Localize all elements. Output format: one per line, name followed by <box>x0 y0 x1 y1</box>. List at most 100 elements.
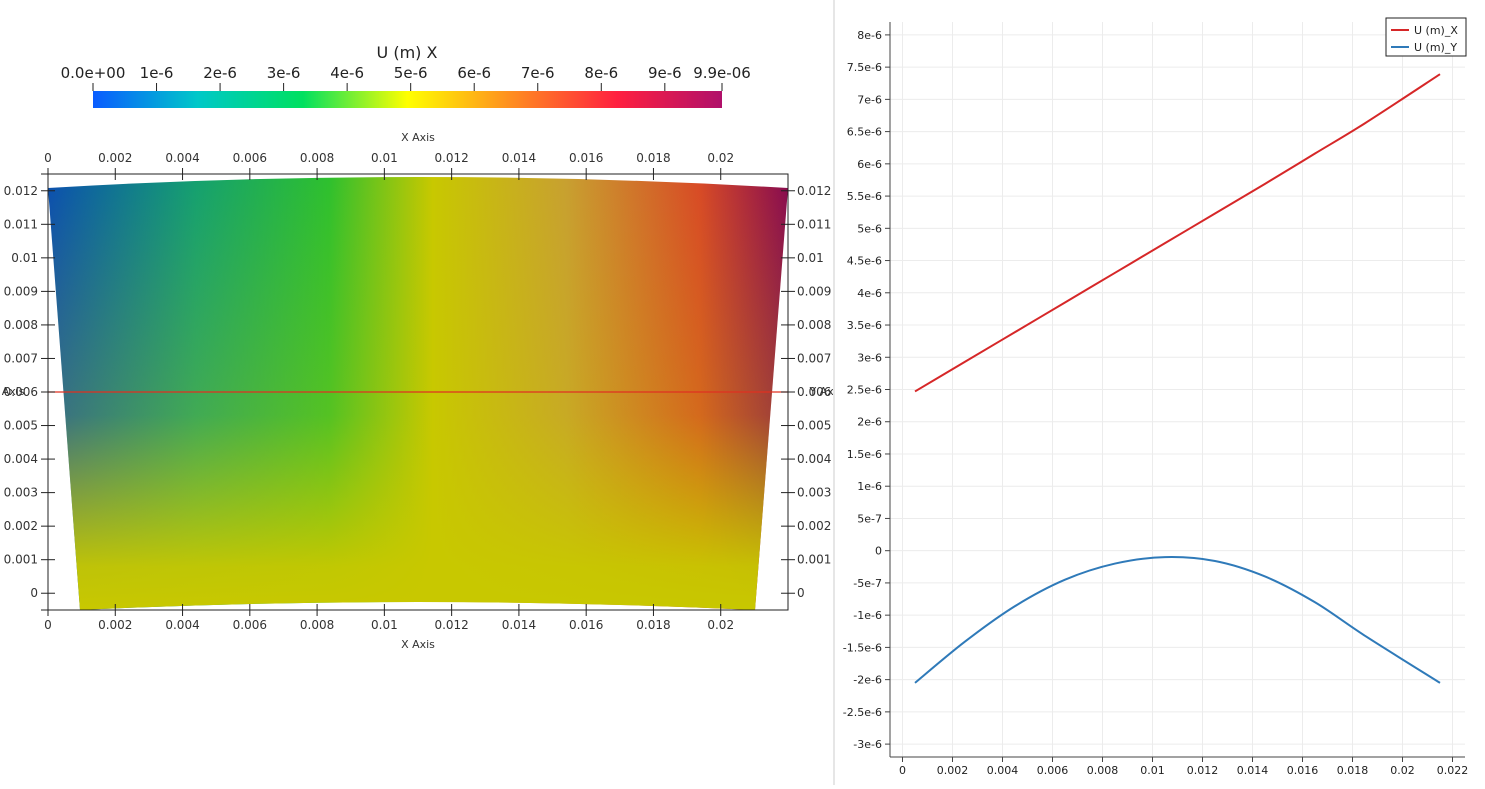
y-tick-label: 6e-6 <box>857 158 882 171</box>
x-tick-label-top: 0.006 <box>233 151 267 165</box>
colorbar-title: U (m) X <box>377 43 438 62</box>
x-tick-label: 0.022 <box>1437 764 1469 777</box>
y-tick-label: 5e-6 <box>857 222 882 235</box>
y-tick-label-right: 0.011 <box>797 217 831 231</box>
x-tick-label-top: 0.004 <box>165 151 199 165</box>
x-tick-label: 0.004 <box>987 764 1019 777</box>
y-tick-label: 5e-7 <box>857 512 882 525</box>
render-view-pane[interactable]: U (m) X 0.0e+00 1e-6 2e-6 3e-6 4e-6 5e-6 6e-6 7… <box>0 0 843 785</box>
colorbar-tick-label: 1e-6 <box>140 64 174 82</box>
colorbar-tick-label: 0.0e+00 <box>61 64 126 82</box>
y-tick-label: 5.5e-6 <box>847 190 882 203</box>
colorbar-tick-labels: 0.0e+00 1e-6 2e-6 3e-6 4e-6 5e-6 6e-6 7e-6 8e-6 9… <box>61 64 751 91</box>
x-axis-title-top: X Axis <box>401 131 435 144</box>
y-tick-label-right: 0.005 <box>797 419 831 433</box>
x-tick-label-bottom: 0.018 <box>636 618 670 632</box>
view-splitter[interactable] <box>833 0 835 785</box>
y-tick-label: -2e-6 <box>853 674 882 687</box>
render-view-canvas[interactable]: U (m) X 0.0e+00 1e-6 2e-6 3e-6 4e-6 5e-6 6e-6 7… <box>0 0 843 785</box>
y-tick-label-left: 0.011 <box>4 217 38 231</box>
y-tick-label-left: 0.001 <box>4 553 38 567</box>
x-tick-label: 0.002 <box>937 764 969 777</box>
x-tick-label-bottom: 0.01 <box>371 618 398 632</box>
x-tick-label-bottom: 0.006 <box>233 618 267 632</box>
y-tick-label-right: 0 <box>797 586 805 600</box>
y-axis-title-left: Y Axis <box>0 385 25 398</box>
y-tick-label-right: 0.001 <box>797 553 831 567</box>
x-tick-label-top: 0.012 <box>434 151 468 165</box>
y-tick-label: 2.5e-6 <box>847 384 882 397</box>
y-tick-label-left: 0.009 <box>4 284 38 298</box>
y-tick-label: 2e-6 <box>857 416 882 429</box>
series-line-0 <box>914 73 1441 393</box>
x-tick-label-top: 0.02 <box>707 151 734 165</box>
y-tick-label: 7.5e-6 <box>847 61 882 74</box>
chart-grid <box>890 22 1465 757</box>
x-tick-label: 0.008 <box>1087 764 1119 777</box>
x-axis-title-bottom: X Axis <box>401 638 435 651</box>
y-tick-label-left: 0.004 <box>4 452 38 466</box>
x-tick-label-bottom: 0.002 <box>98 618 132 632</box>
x-tick-label: 0.006 <box>1037 764 1069 777</box>
y-tick-label: 3e-6 <box>857 351 882 364</box>
y-tick-labels-left: 0 0.001 0.002 0.003 0.004 0.005 0.006 0.007 0.00… <box>4 184 38 600</box>
colorbar-tick-label: 6e-6 <box>457 64 491 82</box>
colorbar-tick-label: 2e-6 <box>203 64 237 82</box>
y-tick-label: 0 <box>875 545 882 558</box>
y-tick-label-left: 0.002 <box>4 519 38 533</box>
legend-label-x: U (m)_X <box>1414 24 1458 37</box>
series-line-1 <box>914 556 1441 684</box>
legend-box <box>1385 17 1467 57</box>
chart-y-tick-labels: -3e-6 -2.5e-6 -2e-6 -1.5e-6 -1e-6 -5e-7 0 5e-7 1… <box>843 29 882 751</box>
x-tick-label-bottom: 0.004 <box>165 618 199 632</box>
x-tick-label-bottom: 0 <box>44 618 52 632</box>
y-tick-label: 8e-6 <box>857 29 882 42</box>
x-tick-labels-bottom: 0 0.002 0.004 0.006 0.008 0.01 0.012 0.014 0.016… <box>44 618 734 632</box>
colorbar-tick-label: 5e-6 <box>394 64 428 82</box>
line-chart[interactable]: -3e-6 -2.5e-6 -2e-6 -1.5e-6 -1e-6 -5e-7 0 5e-7 1… <box>835 0 1485 785</box>
y-tick-label-left: 0.012 <box>4 184 38 198</box>
y-tick-label: -2.5e-6 <box>843 706 882 719</box>
x-tick-label-bottom: 0.016 <box>569 618 603 632</box>
x-tick-label: 0.018 <box>1337 764 1369 777</box>
x-tick-label: 0.01 <box>1140 764 1165 777</box>
y-tick-label-right: 0.01 <box>797 251 824 265</box>
y-tick-label-right: 0.002 <box>797 519 831 533</box>
colorbar <box>93 91 722 108</box>
y-tick-label-left: 0.003 <box>4 486 38 500</box>
x-tick-label-bottom: 0.014 <box>502 618 536 632</box>
x-tick-label-bottom: 0.012 <box>434 618 468 632</box>
y-tick-label-left: 0.008 <box>4 318 38 332</box>
x-tick-label-top: 0.01 <box>371 151 398 165</box>
y-tick-label-right: 0.004 <box>797 452 831 466</box>
y-tick-label: -3e-6 <box>853 738 882 751</box>
x-tick-label: 0 <box>899 764 906 777</box>
chart-axes <box>885 22 1465 762</box>
y-tick-label-left: 0.01 <box>11 251 38 265</box>
x-tick-label-top: 0 <box>44 151 52 165</box>
deformed-mesh <box>48 177 788 610</box>
colorbar-tick-label: 8e-6 <box>584 64 618 82</box>
x-tick-label-top: 0.016 <box>569 151 603 165</box>
y-tick-labels-right: 0 0.001 0.002 0.003 0.004 0.005 0.006 0.007 0.00… <box>797 184 831 600</box>
y-tick-label: -1.5e-6 <box>843 641 882 654</box>
legend-label-y: U (m)_Y <box>1414 41 1457 54</box>
y-tick-label: -1e-6 <box>853 609 882 622</box>
line-chart-pane[interactable]: -3e-6 -2.5e-6 -2e-6 -1.5e-6 -1e-6 -5e-7 0 5e-7 1… <box>835 0 1485 785</box>
colorbar-tick-label: 7e-6 <box>521 64 555 82</box>
y-tick-label-right: 0.008 <box>797 318 831 332</box>
y-tick-label: 7e-6 <box>857 93 882 106</box>
chart-legend[interactable]: U (m)_X U (m)_Y <box>1385 17 1467 57</box>
y-tick-label-left: 0.005 <box>4 419 38 433</box>
y-tick-label: 4.5e-6 <box>847 255 882 268</box>
y-tick-label-right: 0.007 <box>797 351 831 365</box>
x-tick-label-top: 0.002 <box>98 151 132 165</box>
x-tick-label-top: 0.018 <box>636 151 670 165</box>
x-tick-label-bottom: 0.02 <box>707 618 734 632</box>
colorbar-tick-label: 9.9e-06 <box>693 64 751 82</box>
y-tick-label-right: 0.006 <box>797 385 831 399</box>
y-tick-label-right: 0.012 <box>797 184 831 198</box>
chart-x-tick-labels: 0 0.002 0.004 0.006 0.008 0.01 0.012 0.014 0.016… <box>899 764 1468 777</box>
chart-series <box>914 73 1441 684</box>
x-tick-label-bottom: 0.008 <box>300 618 334 632</box>
